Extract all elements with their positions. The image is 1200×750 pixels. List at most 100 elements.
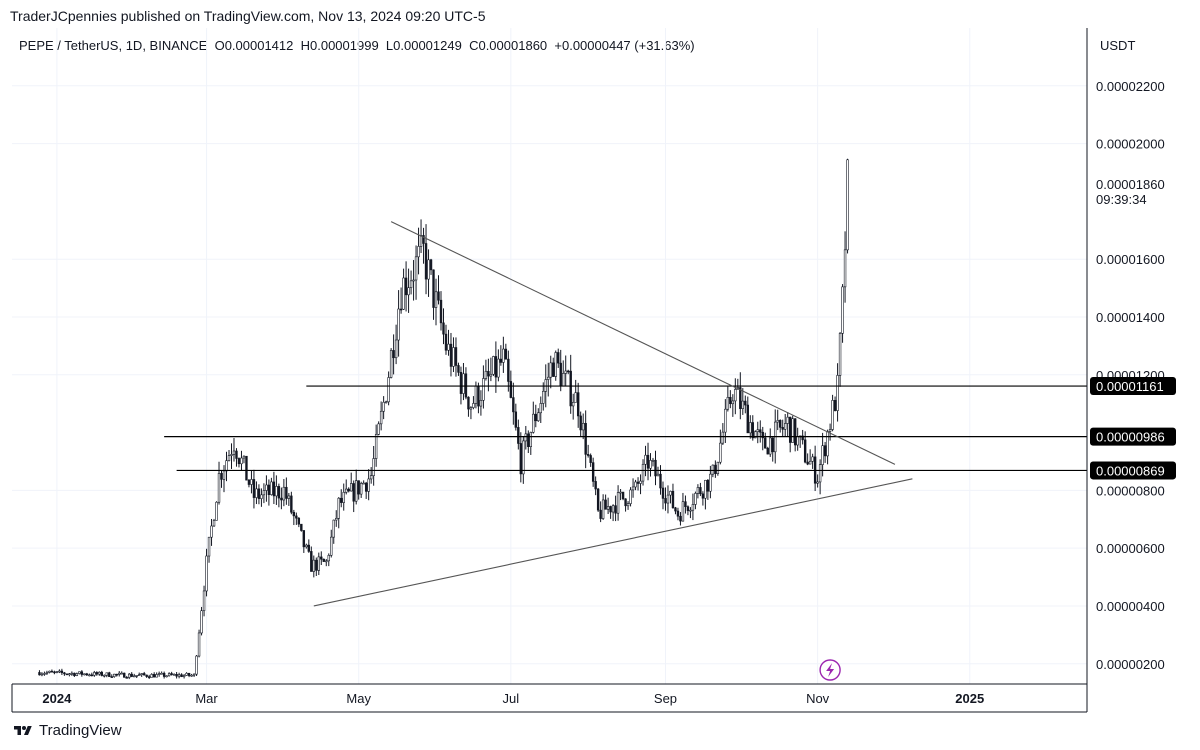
candle-body (759, 429, 762, 433)
candle-body (649, 460, 652, 469)
candle-body (828, 429, 832, 432)
candle-body (417, 246, 420, 258)
candle-body (741, 400, 745, 409)
level-price-badge-text: 0.00000986 (1096, 430, 1165, 445)
candle-body (120, 672, 123, 675)
legend-symbol[interactable]: PEPE / TetherUS, 1D, BINANCE (19, 38, 208, 53)
x-tick-label: May (346, 691, 371, 706)
candles[interactable] (38, 158, 849, 680)
candle-body (95, 672, 99, 675)
candle-body (53, 671, 56, 674)
candle-body (235, 450, 238, 459)
candle-body (90, 674, 94, 677)
candle-body (489, 373, 493, 377)
level-price-badge (1090, 427, 1176, 446)
candle-body (177, 674, 181, 677)
candle-body (43, 673, 46, 675)
candle-body (80, 671, 84, 675)
candle-body (133, 675, 136, 678)
bar-countdown-label: 09:39:34 (1096, 192, 1147, 207)
candle-body (38, 672, 41, 676)
candle-body (614, 505, 617, 514)
candle-body (155, 674, 158, 678)
candle-body (412, 279, 415, 282)
candle-body (629, 489, 632, 504)
candle-body (242, 455, 246, 459)
candle-body (664, 498, 667, 504)
candle-body (392, 350, 395, 359)
candle-body (634, 481, 637, 488)
candle-body (270, 481, 273, 495)
legend-low: L0.00001249 (385, 38, 462, 53)
candle-body (63, 672, 66, 675)
candle-body (509, 381, 513, 398)
candle-body (769, 437, 772, 455)
tradingview-brand[interactable]: TradingView (12, 722, 122, 739)
candle-body (796, 436, 799, 446)
candle-body (369, 475, 373, 480)
candle-body (100, 671, 103, 676)
candle-body (843, 249, 847, 288)
trend-line[interactable] (313, 478, 913, 607)
y-tick-label: 0.00001600 (1096, 252, 1165, 267)
candle-body (659, 473, 662, 489)
candle-body (567, 370, 570, 373)
candle-body (230, 454, 233, 456)
drawings[interactable] (164, 221, 1087, 607)
candle-body (764, 437, 767, 449)
candle-body (576, 392, 580, 417)
y-tick-label: 0.00000200 (1096, 657, 1165, 672)
candle-body (776, 420, 779, 423)
axes: USDT 0.00000200 0.00000400 0.00000600 0.0000… (11, 28, 1165, 713)
candle-body (387, 377, 390, 403)
candle-body (65, 673, 69, 676)
lightning-bolt-icon (826, 663, 835, 677)
candle-body (706, 479, 710, 492)
candle-body (247, 479, 251, 485)
candle-body (646, 454, 650, 469)
candle-body (619, 491, 622, 494)
candle-body (93, 672, 96, 676)
candle-body (110, 676, 113, 678)
candle-body (85, 673, 89, 676)
candle-body (504, 348, 508, 360)
trend-line[interactable] (390, 221, 896, 465)
candle-body (245, 455, 248, 481)
candle-body (407, 287, 410, 296)
candle-body (494, 356, 498, 378)
candle-body (519, 443, 523, 475)
y-tick-label: 0.00000800 (1096, 483, 1165, 498)
candle-body (285, 486, 288, 499)
candle-body (325, 560, 328, 563)
candle-body (497, 358, 500, 378)
candle-body (429, 259, 433, 271)
candle-body (591, 462, 595, 482)
candle-body (709, 473, 712, 492)
candle-body (569, 370, 572, 407)
candle-body (128, 673, 131, 678)
candle-body (739, 387, 742, 409)
candle-body (469, 407, 473, 410)
candle-body (180, 674, 183, 678)
candle-body (227, 455, 231, 461)
level-price-badge (1090, 461, 1176, 480)
candle-body (252, 479, 256, 498)
candle-body (691, 504, 695, 511)
candle-body (442, 322, 445, 335)
candle-body (771, 437, 774, 453)
candle-body (354, 480, 358, 502)
candle-body (781, 427, 784, 430)
candle-body (674, 507, 677, 512)
candle-body (282, 486, 286, 501)
candle-body (399, 308, 403, 311)
candle-body (721, 431, 725, 444)
candle-body (846, 159, 849, 251)
candle-body (250, 479, 253, 485)
candle-body (272, 481, 276, 497)
candle-body (459, 372, 463, 394)
candle-body (838, 333, 842, 376)
currency-label[interactable]: USDT (1100, 38, 1135, 53)
candle-body (312, 559, 315, 572)
candle-body (185, 672, 188, 676)
